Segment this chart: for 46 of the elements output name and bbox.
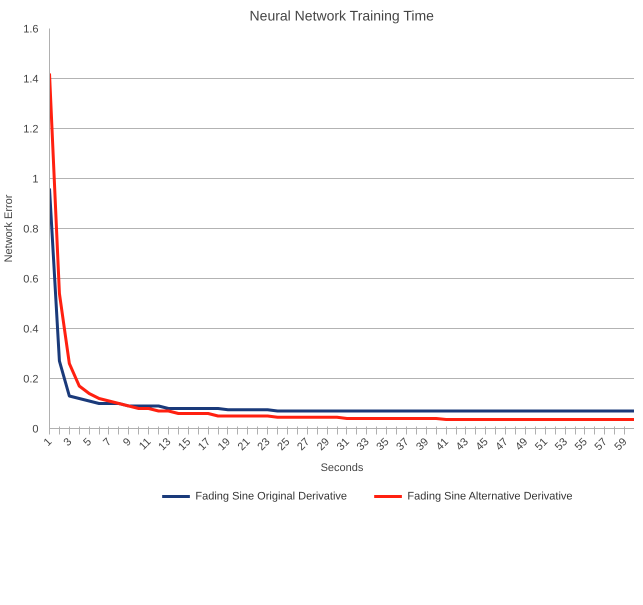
- x-tick-label: 47: [493, 436, 511, 454]
- x-tick-label: 39: [414, 436, 432, 454]
- x-tick-label: 19: [216, 436, 233, 454]
- x-tick-label: 25: [275, 436, 292, 454]
- x-tick-label: 51: [533, 436, 550, 454]
- x-tick-label: 1: [42, 436, 54, 449]
- x-tick-label: 21: [236, 436, 253, 454]
- x-tick-label: 7: [101, 436, 114, 449]
- x-tick-label: 11: [137, 436, 154, 453]
- x-tick-label: 33: [354, 436, 372, 454]
- line-series: [50, 72, 634, 421]
- x-tick-label: 57: [592, 436, 610, 454]
- y-tick-label: 1.2: [23, 124, 39, 136]
- y-tick-label: 0.4: [23, 324, 39, 336]
- x-tick-label: 15: [176, 436, 194, 454]
- x-tick-label: 55: [572, 436, 590, 454]
- legend-label: Fading Sine Original Derivative: [195, 490, 348, 502]
- x-tick-label: 31: [334, 436, 352, 454]
- x-tick-label: 27: [295, 436, 312, 454]
- x-tick-label: 9: [120, 436, 134, 449]
- line-series: [50, 187, 634, 412]
- x-tick-label: 49: [513, 436, 530, 454]
- x-tick-label: 37: [394, 436, 412, 454]
- x-tick-label: 3: [61, 436, 74, 449]
- chart-title: Neural Network Training Time: [250, 8, 434, 24]
- y-tick-label: 0.2: [23, 374, 39, 386]
- x-tick-label: 35: [374, 436, 392, 454]
- x-tick-label: 29: [314, 436, 332, 454]
- x-tick-label: 13: [156, 436, 174, 454]
- x-tick-label: 5: [81, 436, 94, 449]
- y-tick-label: 1.4: [23, 74, 39, 86]
- x-axis-title: Seconds: [320, 462, 364, 474]
- y-tick-label: 0: [32, 424, 39, 436]
- y-tick-label: 1: [32, 174, 39, 186]
- x-tick-label: 45: [474, 436, 491, 454]
- x-tick-label: 53: [552, 436, 570, 454]
- x-tick-label: 43: [454, 436, 471, 454]
- y-axis-title: Network Error: [3, 194, 16, 262]
- x-tick-label: 59: [612, 436, 630, 454]
- y-tick-label: 0.6: [23, 274, 39, 286]
- x-tick-label: 23: [255, 436, 273, 454]
- y-tick-label: 1.6: [23, 24, 39, 36]
- legend-label: Fading Sine Alternative Derivative: [407, 490, 573, 502]
- x-tick-label: 17: [196, 436, 214, 454]
- x-tick-label: 41: [434, 436, 452, 454]
- y-tick-label: 0.8: [23, 224, 39, 236]
